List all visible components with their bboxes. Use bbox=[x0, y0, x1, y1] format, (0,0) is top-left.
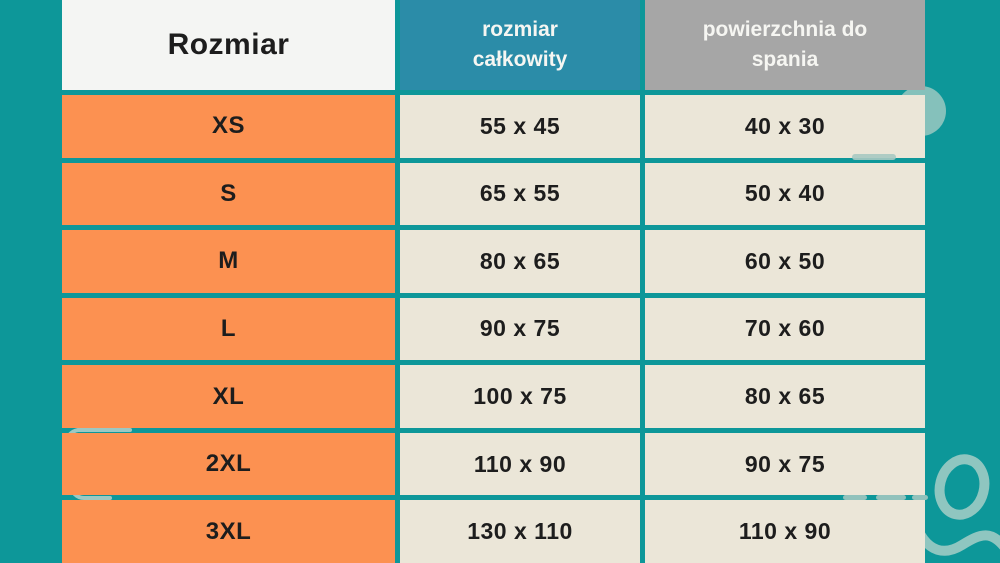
column-header-rozmiar-calkowity-label: rozmiar całkowity bbox=[472, 17, 568, 71]
sleep-area-cell: 70 x 60 bbox=[645, 297, 925, 361]
total-size-cell: 100 x 75 bbox=[400, 365, 640, 428]
column-header-rozmiar-calkowity: rozmiar całkowity bbox=[400, 0, 640, 90]
size-cell: M bbox=[62, 230, 395, 293]
sleep-area-cell: 80 x 65 bbox=[645, 365, 925, 428]
total-size-cell: 130 x 110 bbox=[400, 500, 640, 563]
sleep-area-cell: 110 x 90 bbox=[645, 500, 925, 563]
size-cell: L bbox=[62, 297, 395, 361]
size-cell: 3XL bbox=[62, 500, 395, 563]
size-cell: XS bbox=[62, 95, 395, 158]
sleep-area-cell: 50 x 40 bbox=[645, 162, 925, 226]
size-cell: S bbox=[62, 162, 395, 226]
column-header-rozmiar-label: Rozmiar bbox=[167, 28, 290, 61]
sleep-area-cell: 90 x 75 bbox=[645, 432, 925, 496]
doodle-ring-icon bbox=[934, 454, 990, 520]
column-header-powierzchnia-do-spania: powierzchnia do spania bbox=[645, 0, 925, 90]
total-size-cell: 80 x 65 bbox=[400, 230, 640, 293]
column-header-powierzchnia-do-spania-label: powierzchnia do spania bbox=[702, 17, 868, 71]
sleep-area-cell: 60 x 50 bbox=[645, 230, 925, 293]
doodle-squiggle-icon bbox=[907, 503, 1000, 556]
total-size-cell: 65 x 55 bbox=[400, 162, 640, 226]
sleep-area-cell: 40 x 30 bbox=[645, 95, 925, 158]
size-chart-table: Rozmiar rozmiar całkowity powierzchnia d… bbox=[62, 0, 925, 563]
total-size-cell: 110 x 90 bbox=[400, 432, 640, 496]
column-header-rozmiar: Rozmiar bbox=[62, 0, 395, 90]
total-size-cell: 55 x 45 bbox=[400, 95, 640, 158]
total-size-cell: 90 x 75 bbox=[400, 297, 640, 361]
size-cell: XL bbox=[62, 365, 395, 428]
size-cell: 2XL bbox=[62, 432, 395, 496]
